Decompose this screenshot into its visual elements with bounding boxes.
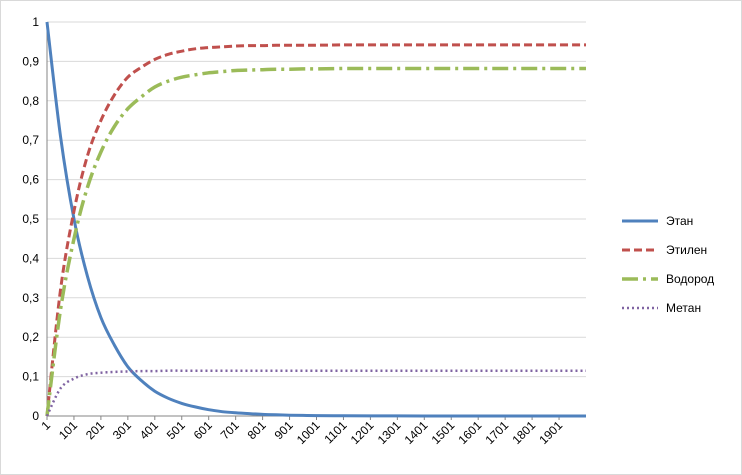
series-line-3 [45,369,586,417]
x-tick-label: 1301 [375,418,404,447]
x-tick-label: 1101 [321,418,349,446]
y-tick-label: 0,9 [22,54,39,68]
y-tick-label: 0,3 [22,291,39,305]
legend-label-3: Метан [666,301,701,315]
y-tick-label: 1 [32,15,39,29]
y-tick-label: 0,2 [22,330,39,344]
x-tick-label: 1001 [294,418,323,447]
legend: Этан Этилен Водород Метан [622,214,714,315]
x-tick-label: 901 [272,418,296,442]
y-tick-label: 0,8 [22,94,39,108]
gridlines [46,21,586,417]
y-tick-label: 0,1 [22,370,39,384]
y-tick-label: 0,7 [22,133,39,147]
series-line-0 [45,21,586,418]
y-tick-label: 0 [32,409,39,423]
x-tick-label: 301 [110,418,134,442]
x-tick-label: 601 [191,418,215,442]
x-tick-label: 1201 [348,418,377,447]
x-tick-label: 101 [56,418,80,442]
x-tick-label: 201 [83,418,107,442]
x-tick-label: 1801 [509,418,538,447]
legend-label-2: Водород [666,272,714,286]
x-tick-label: 1501 [429,418,458,447]
y-tick-label: 0,6 [22,173,39,187]
x-tick-label: 1701 [482,418,511,447]
x-tick-label: 801 [245,418,269,442]
x-tick-label: 701 [218,418,242,442]
legend-label-0: Этан [666,214,693,228]
series-line-1 [45,43,586,417]
series-line-2 [45,66,586,417]
x-tick-label: 1901 [536,418,565,447]
x-tick-label: 501 [164,418,188,442]
series-lines [45,21,586,418]
y-axis-ticks: 0 0,1 0,2 0,3 0,4 0,5 0,6 0,7 0,8 0,9 1 [22,15,39,423]
x-tick-label: 1401 [402,418,431,447]
x-tick-label: 1 [38,418,53,433]
legend-label-1: Этилен [666,243,707,257]
x-tick-label: 1601 [456,418,485,447]
y-tick-label: 0,5 [22,212,39,226]
x-axis-ticks: 1 101 201 301 401 501 601 701 801 901100111011201… [38,416,565,447]
y-tick-label: 0,4 [22,251,39,265]
x-tick-label: 401 [137,418,161,442]
